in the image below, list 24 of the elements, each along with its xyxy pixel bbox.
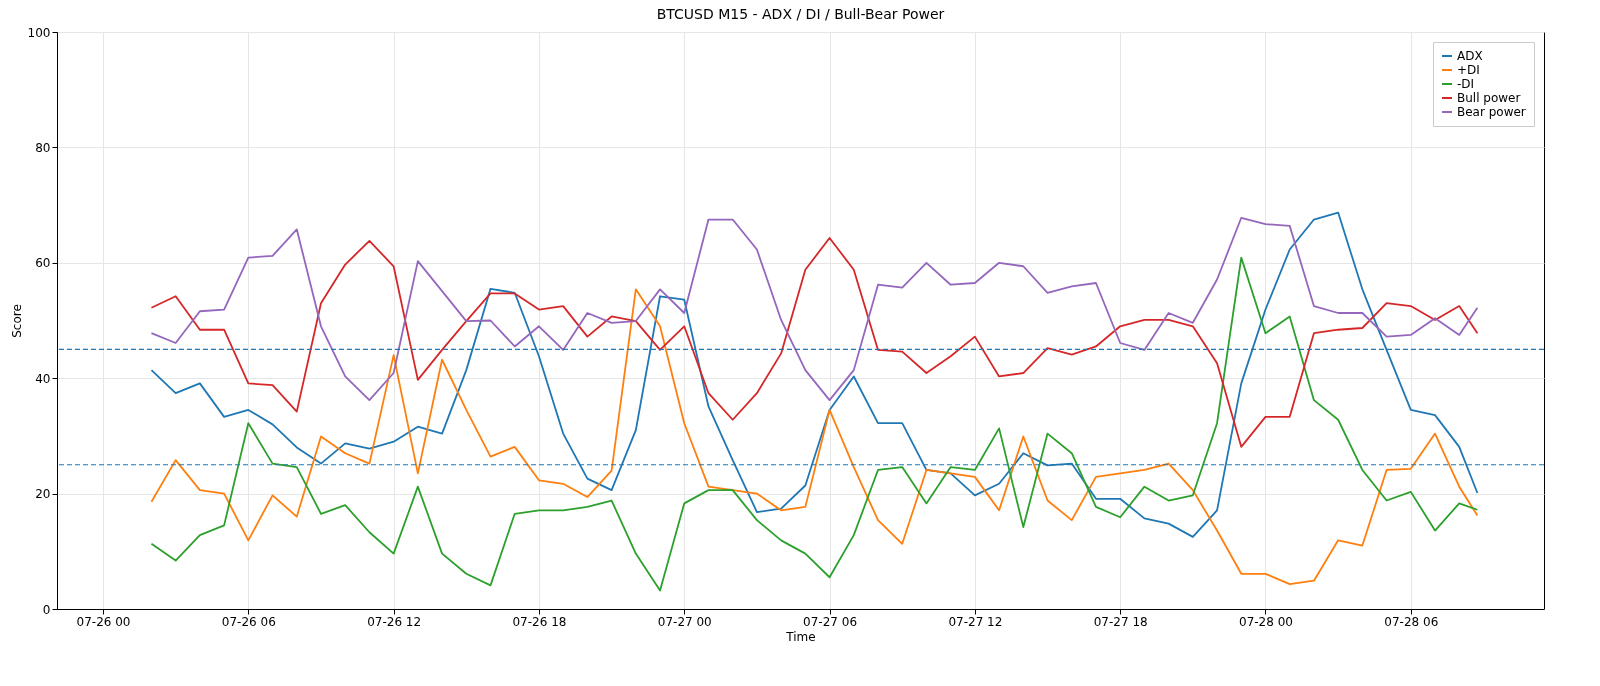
x-tick-label: 07-28 06: [1384, 614, 1439, 629]
legend-label: Bear power: [1457, 105, 1526, 119]
legend-label: Bull power: [1457, 91, 1521, 105]
legend-label: -DI: [1457, 77, 1475, 91]
y-tick-label: 80: [35, 140, 51, 155]
x-tick-label: 07-27 18: [1093, 614, 1148, 629]
x-tick-label: 07-26 06: [221, 614, 276, 629]
y-axis-title: Score: [9, 304, 24, 338]
x-tick-label: 07-27 06: [803, 614, 858, 629]
y-tick-label: 40: [35, 371, 51, 386]
y-tick-label: 20: [35, 487, 51, 502]
x-axis-title: Time: [785, 629, 816, 644]
x-tick-label: 07-26 00: [76, 614, 131, 629]
y-tick-label: 100: [27, 25, 51, 40]
x-tick-label: 07-27 00: [657, 614, 712, 629]
x-tick-label: 07-26 12: [367, 614, 422, 629]
legend-label: +DI: [1457, 63, 1480, 77]
y-tick-label: 0: [42, 602, 51, 617]
y-tick-label: 60: [35, 256, 51, 271]
legend-label: ADX: [1457, 49, 1483, 63]
chart-title: BTCUSD M15 - ADX / DI / Bull-Bear Power: [656, 6, 945, 22]
x-tick-label: 07-26 18: [512, 614, 567, 629]
x-tick-label: 07-27 12: [948, 614, 1003, 629]
x-tick-label: 07-28 00: [1239, 614, 1293, 629]
